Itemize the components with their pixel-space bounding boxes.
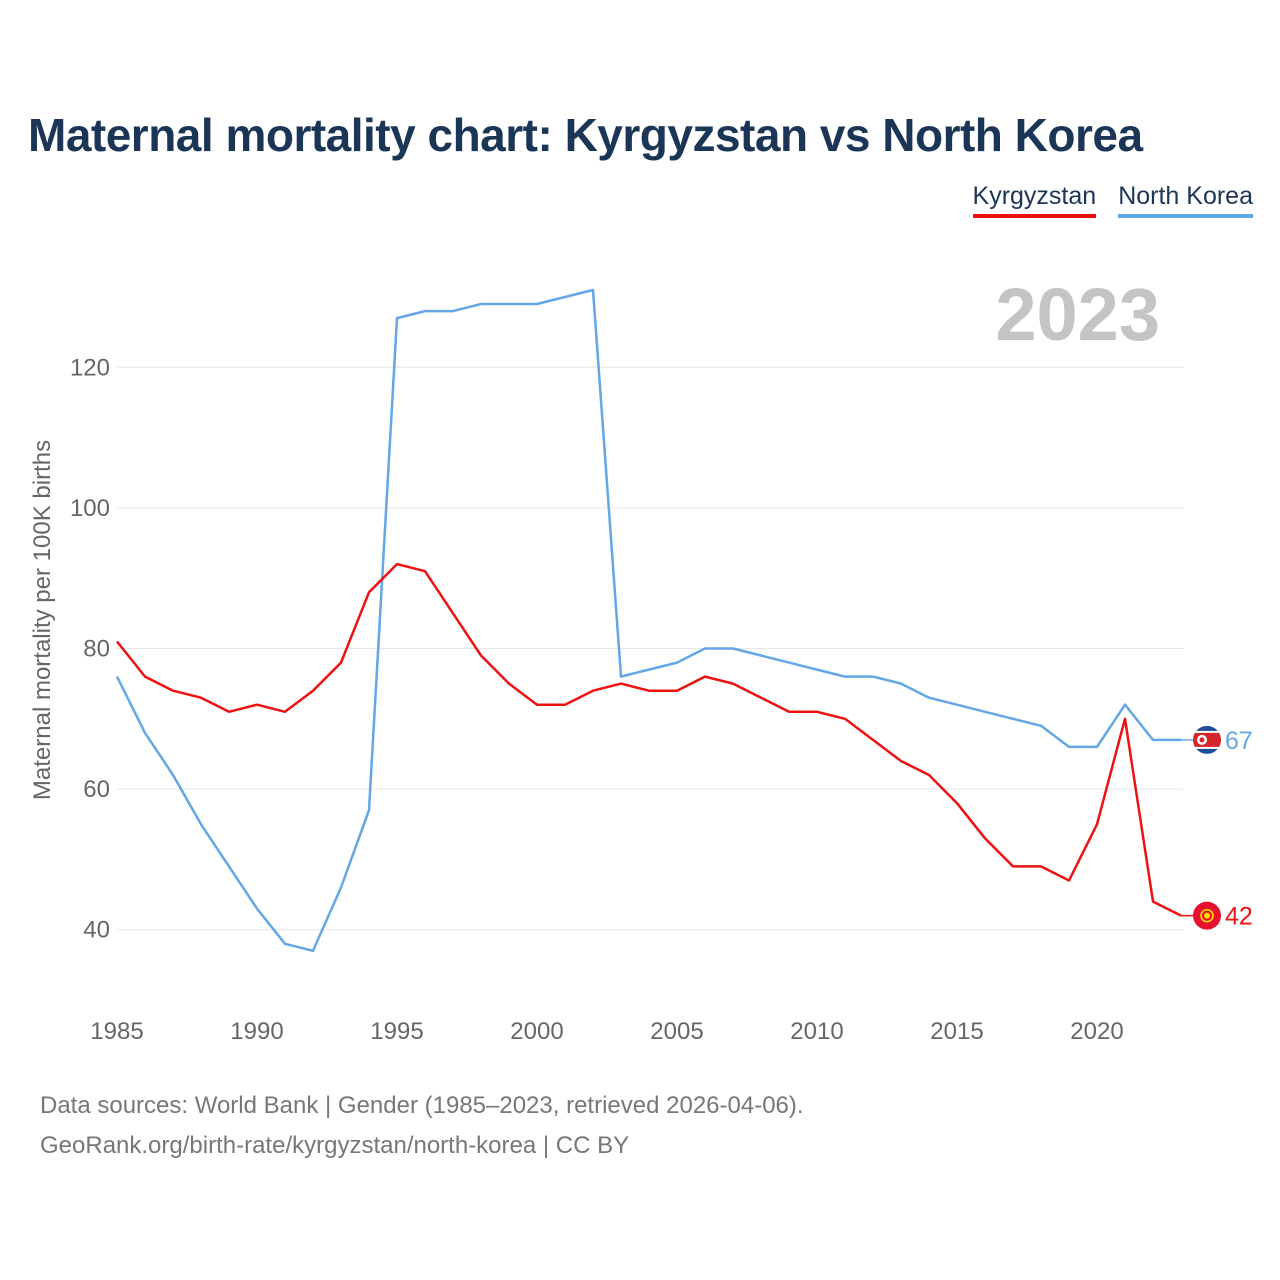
x-tick-label-1985: 1985 [90,1018,143,1045]
y-axis-label: Maternal mortality per 100K births [29,440,56,800]
x-tick-label-1990: 1990 [230,1018,283,1045]
north-korea-flag-icon [1193,725,1221,754]
end-value-label-north-korea: 67 [1225,727,1253,755]
legend-item-kyrgyzstan[interactable]: Kyrgyzstan [972,182,1097,218]
series-line-north-korea [115,288,1181,953]
y-tick-label-80: 80 [83,636,110,663]
legend: Kyrgyzstan North Korea [972,182,1253,218]
footer: Data sources: World Bank | Gender (1985–… [40,1086,804,1166]
y-tick-label-60: 60 [83,776,110,803]
y-tick-label-40: 40 [83,917,110,944]
source-link[interactable]: GeoRank.org/birth-rate/kyrgyzstan/north-… [40,1132,630,1159]
end-value-label-kyrgyzstan: 42 [1225,903,1253,931]
series-line-kyrgyzstan [116,562,1182,917]
x-tick-label-2010: 2010 [790,1018,843,1045]
legend-item-north-korea[interactable]: North Korea [1118,182,1253,218]
y-tick-label-120: 120 [70,354,110,381]
x-tick-label-1995: 1995 [370,1018,423,1045]
x-tick-label-2020: 2020 [1070,1018,1123,1045]
x-tick-label-2000: 2000 [510,1018,563,1045]
x-tick-label-2005: 2005 [650,1018,703,1045]
kyrgyzstan-flag-icon [1193,901,1221,930]
year-label: 2023 [995,273,1160,356]
y-tick-label-100: 100 [70,495,110,522]
chart-title: Maternal mortality chart: Kyrgyzstan vs … [28,109,1143,161]
x-tick-label-2015: 2015 [930,1018,983,1045]
data-source-note: Data sources: World Bank | Gender (1985–… [40,1092,804,1119]
